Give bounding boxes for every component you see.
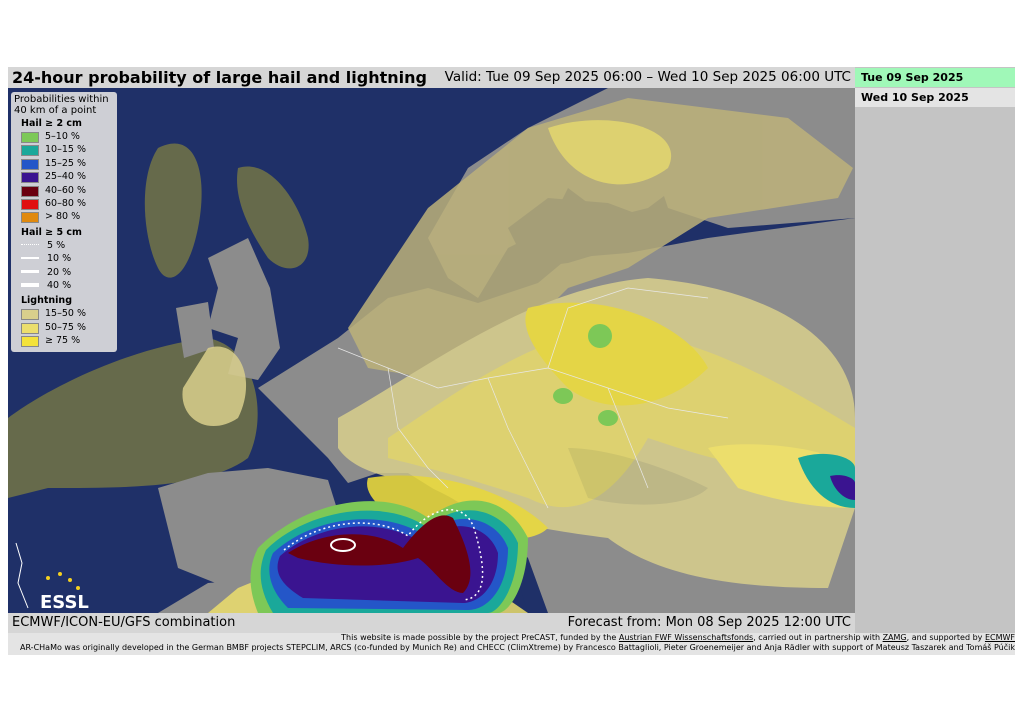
legend-heading: Hail ≥ 2 cm: [21, 118, 82, 129]
swatch: [21, 336, 39, 348]
legend-label: 5–10 %: [45, 131, 80, 142]
legend-heading: Hail ≥ 5 cm: [21, 226, 82, 238]
hail-zones: [250, 324, 855, 613]
swatch: [21, 172, 39, 184]
legend: Probabilities within 40 km of a point Hail…: [11, 92, 117, 352]
legend-label: 15–25 %: [45, 157, 86, 169]
legend-title: Probabilities within: [14, 94, 109, 105]
swatch: [21, 185, 39, 197]
valid-time: Valid: Tue 09 Sep 2025 06:00 – Wed 10 Se…: [444, 69, 851, 85]
map: [8, 88, 855, 613]
credit-line: This website is made possible by the pro…: [8, 633, 1015, 643]
link[interactable]: ZAMG: [882, 633, 907, 642]
legend-label: 50–75 %: [45, 321, 86, 333]
text: This website is made possible by the pro…: [341, 633, 619, 642]
header: 24-hour probability of large hail and li…: [8, 67, 855, 88]
credits: This website is made possible by the pro…: [8, 633, 1015, 655]
model-name: ECMWF/ICON-EU/GFS combination: [12, 615, 236, 630]
logo: ESSL: [40, 592, 89, 613]
date-tab[interactable]: Wed 10 Sep 2025: [855, 88, 1015, 107]
legend-label: ≥ 75 %: [45, 335, 81, 347]
swatch: [21, 199, 39, 210]
legend-heading: Lightning: [21, 295, 72, 307]
forecast-time: Forecast from: Mon 08 Sep 2025 12:00 UTC: [567, 615, 851, 630]
line-swatch: [21, 257, 39, 260]
title: 24-hour probability of large hail and li…: [12, 68, 427, 87]
line-swatch: [21, 283, 39, 287]
legend-label: 15–50 %: [45, 308, 86, 320]
swatch: [21, 212, 39, 224]
link[interactable]: Austrian FWF Wissenschaftsfonds: [618, 633, 754, 642]
swatch: [21, 309, 39, 321]
credit-line: AR-CHaMo was originally developed in the…: [19, 642, 1015, 652]
legend-label: 20 %: [47, 266, 72, 278]
legend-label: 40–60 %: [45, 184, 86, 196]
legend-label: 40 %: [47, 280, 72, 291]
link[interactable]: ECMWF: [984, 633, 1015, 642]
line-swatch: [21, 270, 39, 274]
swatch: [21, 322, 39, 334]
text: , carried out in partnership with: [753, 633, 883, 642]
legend-label: > 80 %: [45, 211, 81, 223]
date-panel: Tue 09 Sep 2025 Wed 10 Sep 2025: [855, 67, 1015, 655]
swatch: [21, 158, 39, 170]
legend-label: 60–80 %: [45, 198, 86, 209]
swatch: [21, 132, 39, 143]
legend-label: 25–40 %: [45, 171, 86, 183]
legend-label: 5 %: [47, 239, 66, 251]
swatch: [21, 145, 39, 157]
legend-label: 10–15 %: [45, 144, 86, 156]
bottom-bar: ECMWF/ICON-EU/GFS combination Forecast f…: [8, 613, 855, 633]
legend-title: 40 km of a point: [14, 105, 97, 116]
legend-label: 10 %: [47, 253, 72, 265]
essl-logo-mark: [15, 542, 80, 609]
date-tab[interactable]: Tue 09 Sep 2025: [855, 68, 1015, 87]
line-swatch: [21, 244, 39, 246]
borders: [337, 287, 729, 509]
text: , and supported by: [906, 633, 985, 642]
